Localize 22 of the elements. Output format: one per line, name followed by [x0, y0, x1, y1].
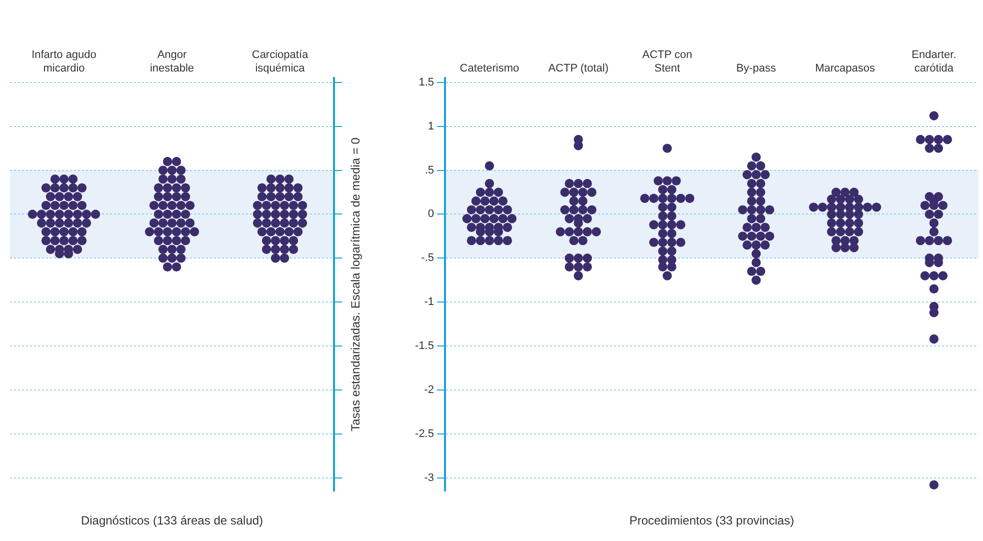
- y-tick-label: -.5: [421, 252, 434, 264]
- y-tick-label: 1.5: [418, 76, 434, 88]
- x-tick-label: Cateterismo: [460, 62, 520, 74]
- x-tick-label: Angor inestable: [150, 49, 194, 74]
- y-tick-label: -3: [424, 472, 434, 484]
- x-tick-label: ACTP con Stent: [642, 49, 692, 74]
- y-tick-label: -1.5: [415, 340, 434, 352]
- x-axis-title: Procedimientos (33 provincias): [629, 513, 794, 528]
- y-tick-label: 1: [428, 120, 434, 132]
- y-tick-label: -1: [424, 296, 434, 308]
- y-axis-title: Tasas estandarizadas. Escala logarítmica de media = 0: [348, 137, 363, 432]
- y-tick-label: -2: [424, 384, 434, 396]
- x-tick-label: Endarter. carótida: [912, 49, 956, 74]
- x-tick-label: Carciopatía isquémica: [252, 49, 309, 74]
- y-tick-label: -2.5: [415, 428, 434, 440]
- x-tick-label: Infarto agudo micardio: [32, 49, 96, 74]
- x-tick-label: ACTP (total): [548, 62, 609, 74]
- x-tick-label: Marcapasos: [815, 62, 876, 74]
- x-axis-title: Diagnósticos (133 áreas de salud): [80, 513, 264, 528]
- y-tick-label: 0: [428, 208, 434, 220]
- y-tick-label: .5: [424, 164, 434, 176]
- x-tick-label: By-pass: [736, 62, 777, 74]
